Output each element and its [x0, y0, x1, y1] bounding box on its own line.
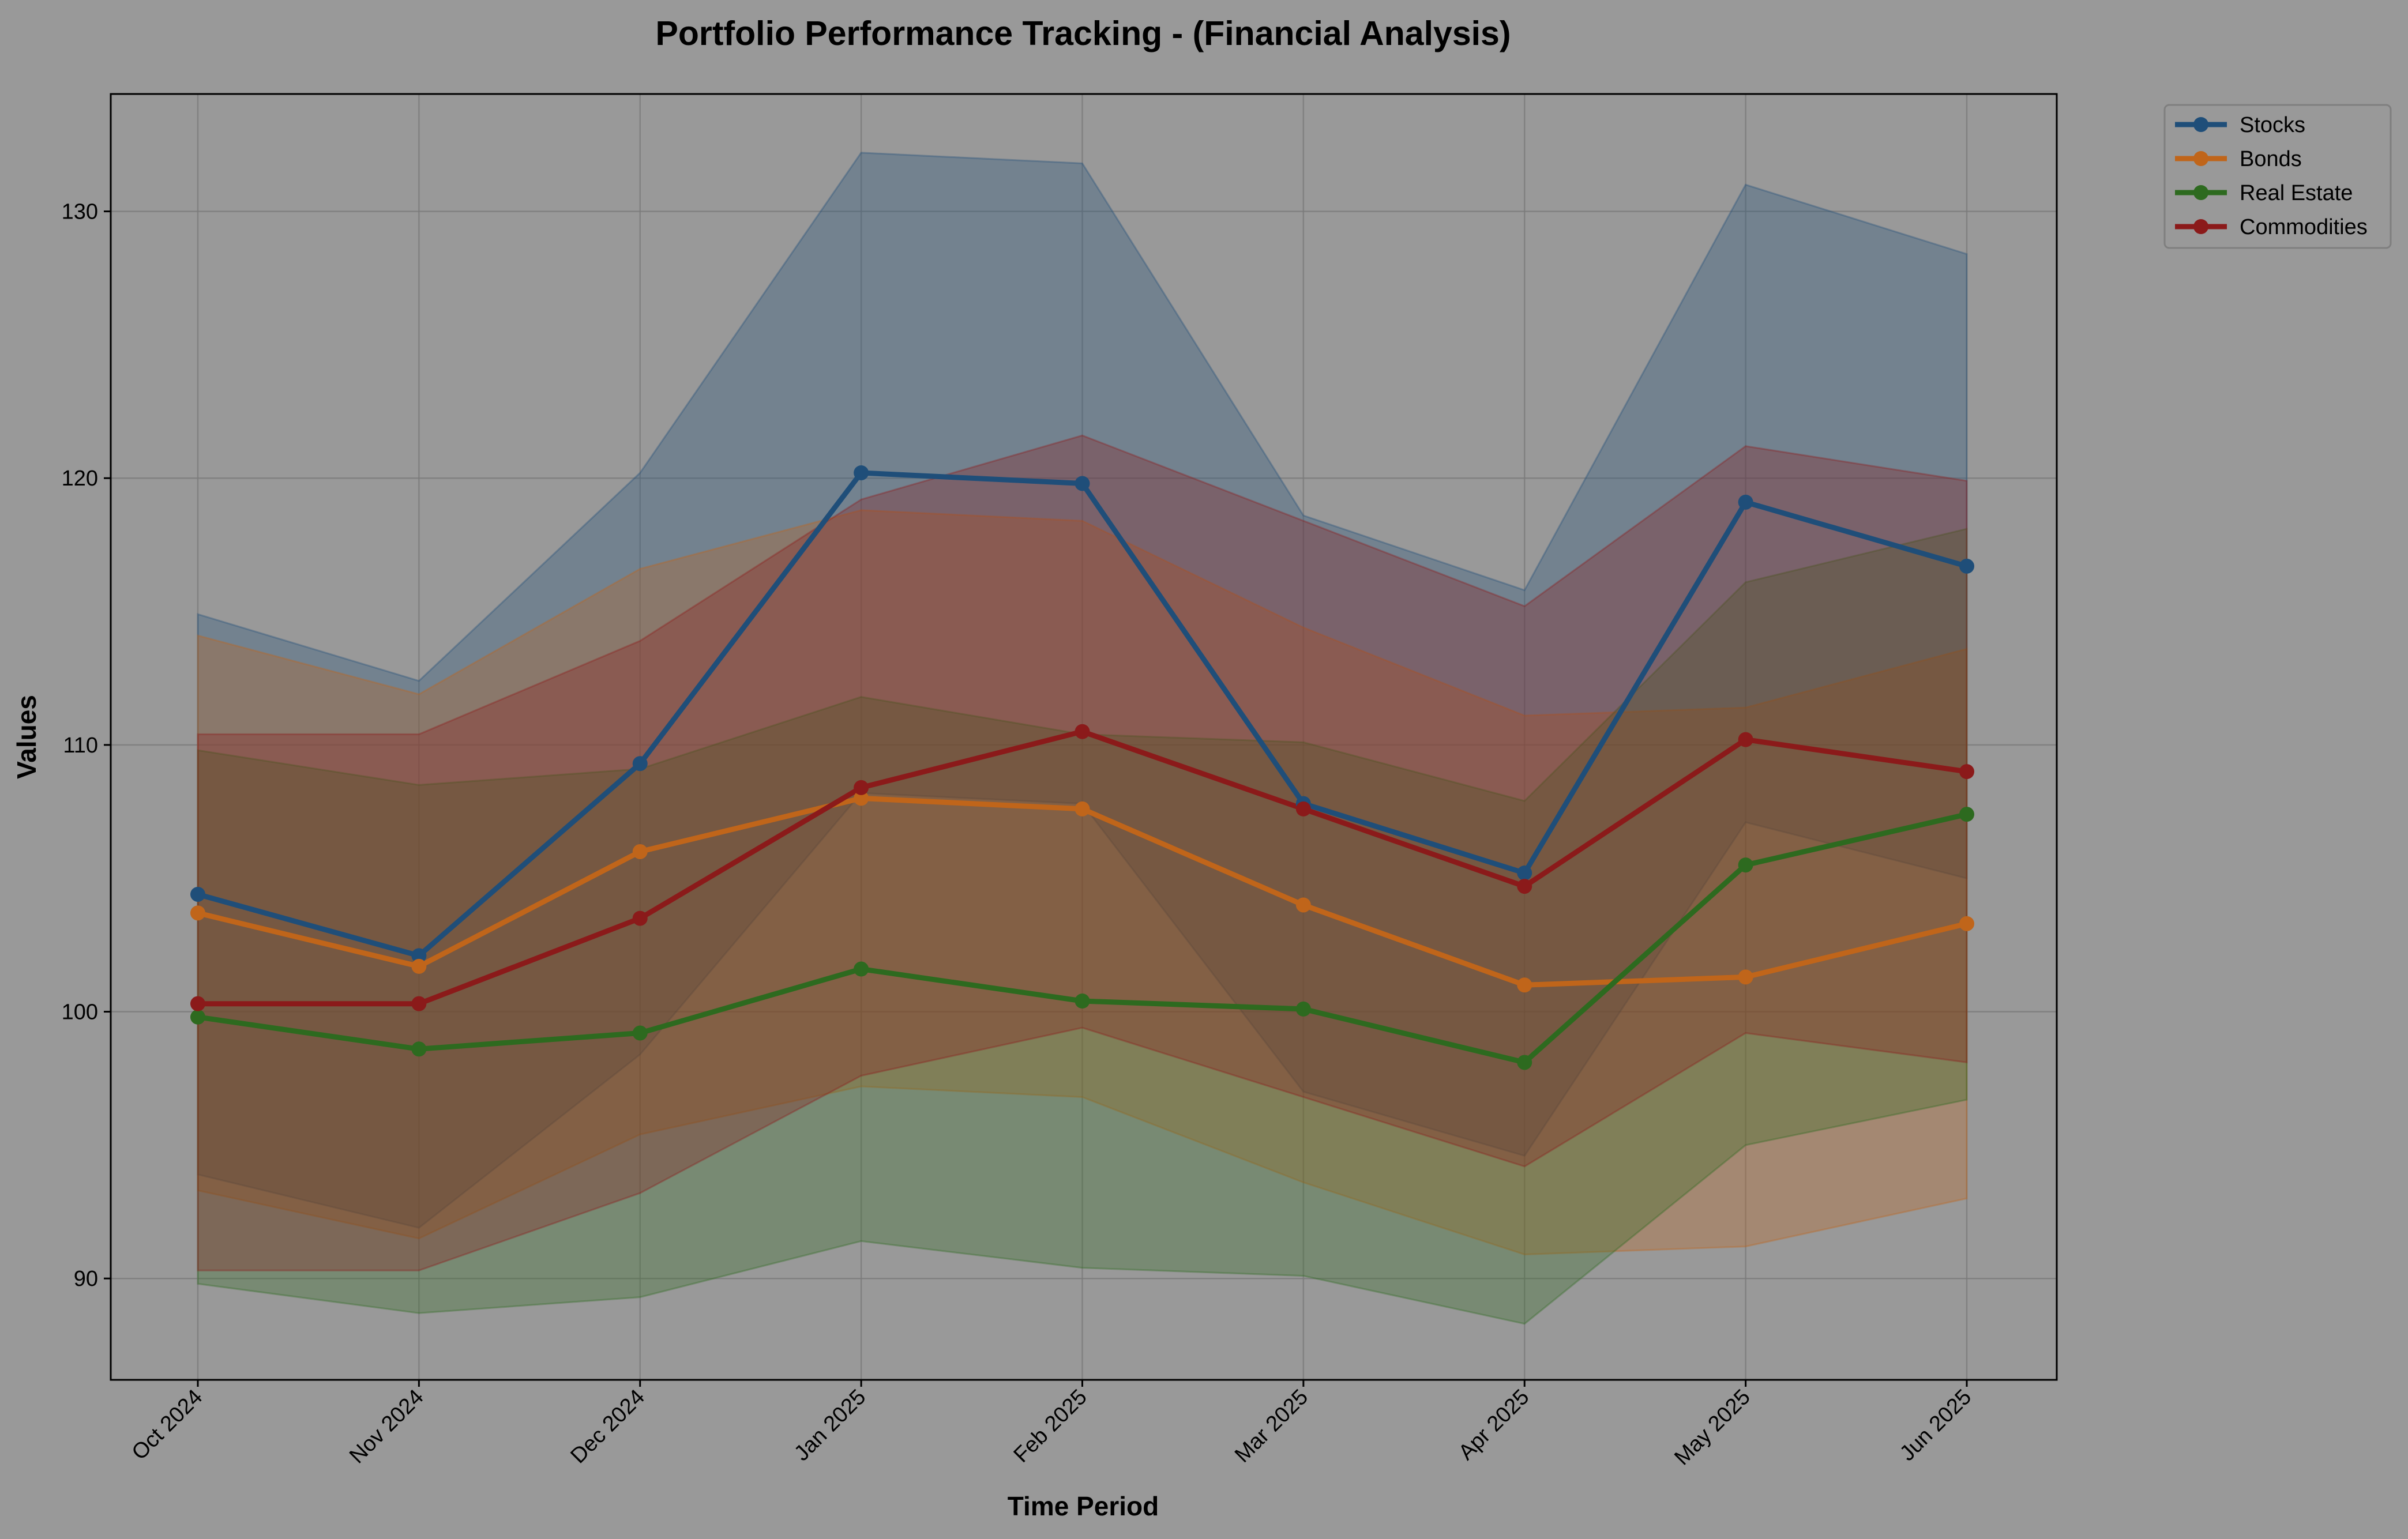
- legend-label-stocks: Stocks: [2240, 113, 2305, 137]
- point-commodities: [411, 996, 427, 1011]
- point-bonds: [632, 844, 648, 859]
- point-bonds: [1517, 977, 1532, 993]
- legend: Stocks Bonds Real Estate Commodities: [2163, 104, 2392, 249]
- point-commodities: [632, 910, 648, 926]
- point-commodities: [1959, 764, 1974, 780]
- point-real-estate: [1075, 994, 1090, 1009]
- point-stocks: [1517, 865, 1532, 880]
- series-points: [190, 465, 1974, 1070]
- y-tick-label: 120: [62, 466, 98, 491]
- point-real-estate: [1738, 857, 1753, 873]
- legend-label-commodities: Commodities: [2240, 215, 2368, 239]
- band-stocks: [197, 152, 1968, 1229]
- y-axis: 90 100 110 120 130: [62, 200, 111, 1291]
- point-stocks: [1959, 558, 1974, 574]
- chart-title: Portfolio Performance Tracking - (Financ…: [655, 14, 1511, 52]
- point-commodities: [190, 996, 205, 1011]
- y-tick-label: 100: [62, 1000, 98, 1025]
- point-commodities: [1517, 879, 1532, 894]
- legend-marker-commodities: [2193, 219, 2208, 234]
- point-bonds: [411, 958, 427, 974]
- point-bonds: [1959, 916, 1974, 931]
- point-real-estate: [1295, 1001, 1311, 1017]
- point-real-estate: [190, 1009, 205, 1025]
- plot-frame: [110, 93, 2058, 1381]
- point-stocks: [632, 756, 648, 772]
- point-real-estate: [1517, 1055, 1532, 1070]
- point-bonds: [854, 791, 869, 806]
- point-commodities: [1075, 724, 1090, 739]
- point-stocks: [411, 948, 427, 964]
- point-stocks: [190, 886, 205, 902]
- legend-label-bonds: Bonds: [2240, 147, 2302, 171]
- point-stocks: [1075, 476, 1090, 491]
- point-real-estate: [1959, 807, 1974, 822]
- point-commodities: [1295, 801, 1311, 816]
- point-commodities: [1738, 732, 1753, 747]
- legend-marker-stocks: [2193, 117, 2208, 132]
- point-real-estate: [632, 1025, 648, 1041]
- band-real-estate: [197, 528, 1968, 1325]
- point-bonds: [1738, 969, 1753, 985]
- point-bonds: [1295, 897, 1311, 913]
- legend-label-real-estate: Real Estate: [2240, 181, 2353, 205]
- point-real-estate: [854, 961, 869, 977]
- grid: [111, 94, 2057, 1380]
- point-commodities: [854, 780, 869, 795]
- legend-marker-real-estate: [2193, 185, 2208, 200]
- point-real-estate: [411, 1041, 427, 1057]
- y-tick-label: 110: [63, 733, 98, 758]
- point-bonds: [1075, 801, 1090, 816]
- point-bonds: [190, 905, 205, 921]
- point-stocks: [854, 465, 869, 480]
- legend-frame: [2163, 104, 2392, 249]
- point-stocks: [1738, 494, 1753, 510]
- y-axis-label: Values: [12, 695, 42, 779]
- plot-area: [110, 93, 2058, 1381]
- x-axis-label: Time Period: [1008, 1491, 1159, 1521]
- y-tick-label: 130: [62, 200, 98, 224]
- legend-marker-bonds: [2193, 151, 2208, 166]
- y-tick-label: 90: [74, 1267, 98, 1291]
